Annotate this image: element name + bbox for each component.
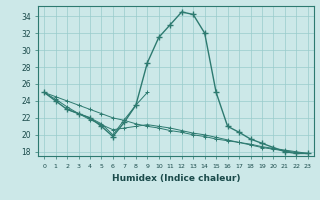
X-axis label: Humidex (Indice chaleur): Humidex (Indice chaleur) — [112, 174, 240, 183]
